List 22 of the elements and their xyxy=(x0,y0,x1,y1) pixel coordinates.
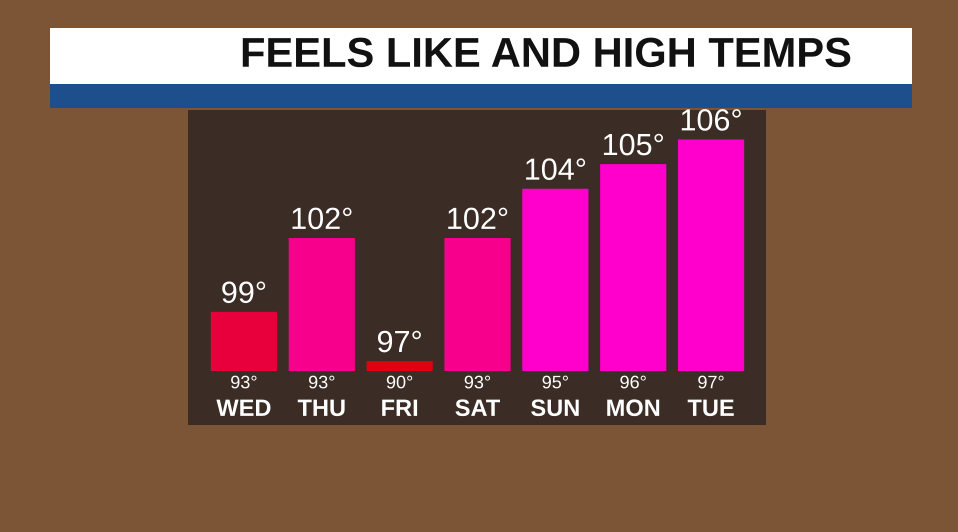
data-label: 99° xyxy=(222,281,266,304)
x-tick-label: THU xyxy=(298,400,345,416)
x-tick-label: WED xyxy=(216,400,270,416)
data-label: 97° xyxy=(378,330,421,352)
text: 90° xyxy=(386,376,412,388)
data-label: 105° xyxy=(604,134,663,156)
text: 93° xyxy=(464,376,490,388)
data-label: 102° xyxy=(448,208,508,230)
x-tick-label: MON xyxy=(607,399,660,416)
x-tick-label: TUE xyxy=(688,400,734,416)
data-label: 106° xyxy=(682,109,741,131)
x-tick-label: FRI xyxy=(382,400,418,416)
chart-title: FEELS LIKE AND HIGH TEMPS xyxy=(242,38,850,68)
data-label: 104° xyxy=(526,158,586,180)
x-tick-label: SUN xyxy=(531,399,579,416)
text: 93° xyxy=(231,376,256,388)
x-tick-label: SAT xyxy=(455,399,500,416)
data-label: 102° xyxy=(292,208,352,230)
text: 93° xyxy=(308,376,334,388)
text: 97° xyxy=(698,376,724,388)
text: 95° xyxy=(542,376,568,388)
text: 96° xyxy=(620,376,646,388)
